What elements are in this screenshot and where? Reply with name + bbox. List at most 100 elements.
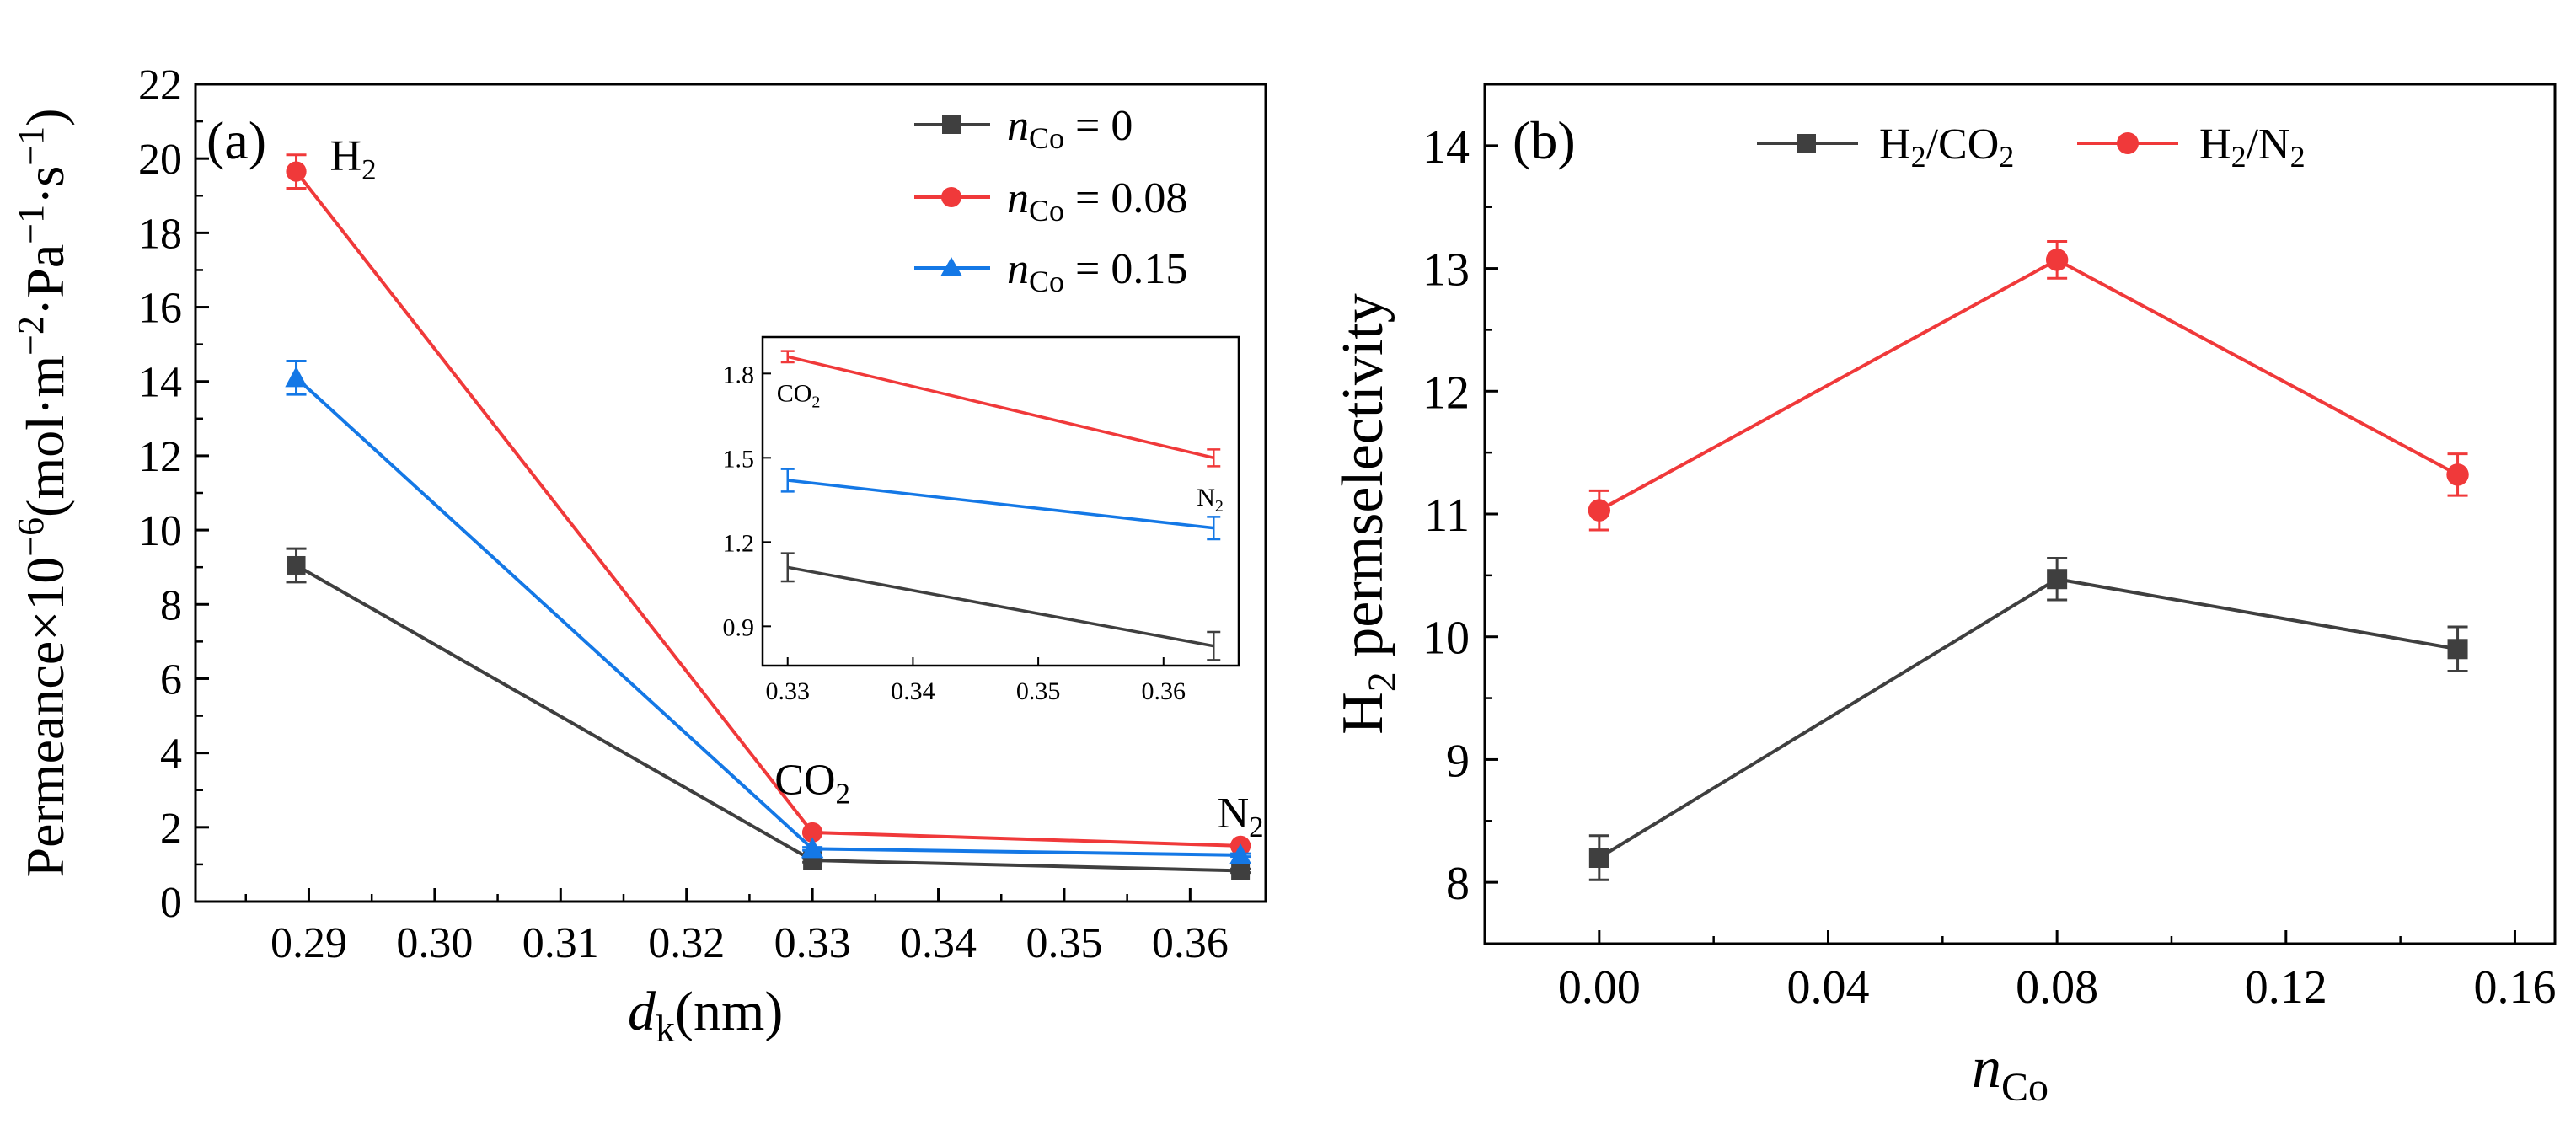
x-tick-label-0.29: 0.29 (270, 919, 347, 967)
data-point-0-0 (287, 555, 306, 575)
b-y-tick-label-11: 11 (1424, 490, 1470, 542)
gas-label-CO2-main: CO (774, 757, 835, 805)
b-data-point-0-2 (2447, 639, 2468, 660)
panel-a-series (285, 153, 1252, 880)
b-data-point-1-0 (1588, 499, 1611, 522)
panel-a-frame (194, 83, 1267, 903)
inset-x-tick-label-0.33: 0.33 (765, 677, 810, 705)
y-tick-label-4: 4 (160, 731, 182, 779)
data-point-2-0 (285, 366, 308, 388)
gas-label-H2-sub: 2 (361, 153, 377, 186)
panel-b-y-axis-label: H2 permselectivity (1331, 293, 1405, 735)
b-series-line-1 (1598, 258, 2459, 512)
series-line-0 (295, 564, 1241, 873)
b-x-tick-label-0.00: 0.00 (1558, 961, 1641, 1014)
y-tick-label-22: 22 (138, 62, 182, 110)
legend-item-nco-0-15: nCo = 0.15 (914, 245, 1187, 298)
inset-frame (761, 335, 1240, 667)
b-x-tick-label-0.12: 0.12 (2245, 961, 2327, 1014)
gas-label-H2-main: H (330, 132, 362, 180)
inset-gas-label-CO2: CO2 (777, 380, 821, 412)
legend-item-nco-0: nCo = 0 (914, 102, 1133, 155)
gas-label-CO2-sub: 2 (835, 778, 850, 811)
inset-gas-label-CO2-main: CO (777, 380, 812, 408)
inset-y-tick-label-1.5: 1.5 (723, 445, 755, 473)
inset-x-tick-label-0.34: 0.34 (891, 677, 935, 705)
panel-b-ticks: 8 9 10 11 12 13 14 0.00 0.04 0.08 0.12 0.16 (1422, 121, 2556, 1014)
b-x-tick-label-0.16: 0.16 (2473, 961, 2556, 1014)
panel-b: 8 9 10 11 12 13 14 0.00 0.04 0.08 0.12 0.16 (b) H2/… (1331, 83, 2557, 1110)
inset-gas-label-N2-main: N (1197, 484, 1215, 511)
panel-b-label: (b) (1513, 110, 1576, 170)
inset-x-tick-label-0.35: 0.35 (1016, 677, 1061, 705)
b-series-line-0 (1598, 577, 2458, 859)
b-y-tick-label-12: 12 (1422, 367, 1470, 419)
inset-y-tick-label-1.8: 1.8 (723, 361, 755, 388)
svg-text:nCo = 0: nCo = 0 (1007, 102, 1133, 155)
x-tick-label-0.32: 0.32 (648, 919, 725, 967)
x-tick-label-0.30: 0.30 (396, 919, 473, 967)
series-line-2 (295, 376, 1241, 857)
inset-error-bar-0-1 (1207, 630, 1221, 661)
inset-series-line-2 (787, 479, 1214, 530)
inset-y-tick-label-0.9: 0.9 (723, 613, 755, 641)
data-point-1-1 (802, 822, 823, 843)
inset-y-tick-label-1.2: 1.2 (723, 529, 755, 557)
inset-series-line-1 (787, 355, 1214, 460)
svg-text:H2/N2: H2/N2 (2199, 120, 2306, 174)
inset-error-bar-2-0 (780, 468, 795, 493)
y-tick-label-2: 2 (160, 805, 182, 853)
y-tick-label-12: 12 (138, 433, 182, 481)
data-point-2-1 (801, 837, 824, 859)
b-y-tick-label-13: 13 (1422, 244, 1470, 297)
legend-item-nco-0-08: nCo = 0.08 (914, 174, 1187, 227)
inset-gas-label-CO2-sub: 2 (811, 393, 820, 412)
x-tick-label-0.31: 0.31 (522, 919, 599, 967)
panel-a-label: (a) (206, 110, 266, 170)
panel-a-legend: nCo = 0 nCo = 0.08 nCo = 0.15 (914, 102, 1187, 298)
gas-label-N2-sub: 2 (1249, 811, 1264, 843)
x-tick-label-0.36: 0.36 (1152, 919, 1229, 967)
x-tick-label-0.33: 0.33 (774, 919, 851, 967)
b-y-tick-label-10: 10 (1422, 613, 1470, 665)
b-y-tick-label-9: 9 (1446, 735, 1470, 787)
b-x-tick-label-0.08: 0.08 (2016, 961, 2098, 1014)
data-point-1-0 (286, 161, 307, 182)
b-data-point-0-0 (1588, 848, 1609, 868)
inset-error-bar-0-0 (780, 552, 795, 583)
inset-gas-label-N2: N2 (1197, 484, 1224, 516)
panel-b-legend: H2/CO2 H2/N2 (1757, 120, 2306, 174)
y-tick-label-16: 16 (138, 285, 182, 333)
gas-label-CO2: CO2 (774, 757, 850, 811)
y-tick-label-18: 18 (138, 210, 182, 258)
inset-gas-label-N2-sub: 2 (1215, 497, 1224, 516)
b-data-point-1-1 (2045, 249, 2069, 271)
x-tick-label-0.35: 0.35 (1026, 919, 1102, 967)
y-tick-label-10: 10 (138, 507, 182, 555)
svg-text:nCo = 0.15: nCo = 0.15 (1007, 245, 1187, 298)
inset-error-bar-1-1 (1207, 448, 1221, 468)
b-data-point-0-1 (2047, 569, 2068, 590)
panel-a-x-axis-label: dk(nm) (628, 981, 783, 1050)
y-tick-label-8: 8 (160, 581, 182, 629)
gas-label-N2-main: N (1218, 789, 1250, 838)
y-tick-label-0: 0 (160, 879, 182, 927)
inset-series (780, 350, 1221, 661)
y-tick-label-20: 20 (138, 136, 182, 184)
b-x-tick-label-0.04: 0.04 (1786, 961, 1869, 1014)
inset-x-tick-label-0.36: 0.36 (1142, 677, 1186, 705)
inset-ticks: 0.9 1.2 1.5 1.8 0.33 0.34 0.35 0.36 (723, 361, 1186, 705)
y-tick-label-14: 14 (138, 359, 182, 407)
svg-text:H2/CO2: H2/CO2 (1879, 120, 2014, 174)
panel-b-series (1588, 240, 2469, 881)
gas-label-N2: N2 (1218, 789, 1264, 843)
inset-error-bar-1-0 (780, 350, 795, 364)
legend-item-h2-co2: H2/CO2 (1757, 120, 2014, 174)
data-point-2-2 (1229, 843, 1252, 864)
gas-label-H2: H2 (330, 132, 377, 186)
